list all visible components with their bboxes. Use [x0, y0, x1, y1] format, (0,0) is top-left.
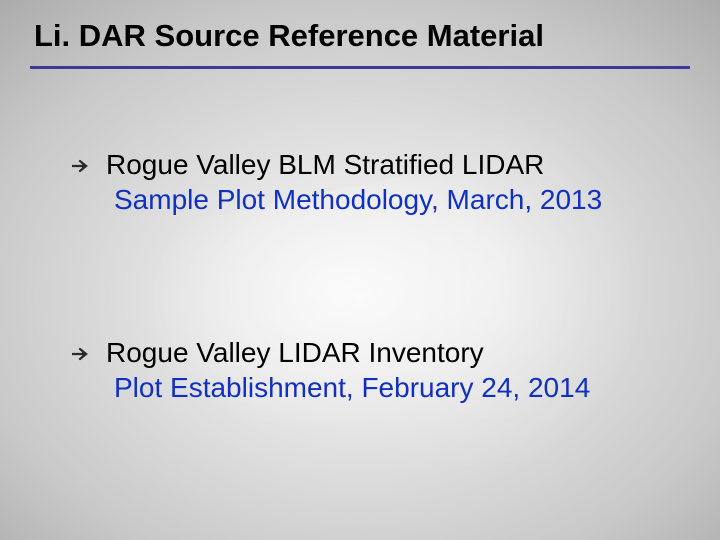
arrow-bullet-icon — [72, 347, 90, 366]
slide-body: Rogue Valley BLM Stratified LIDAR Sample… — [30, 69, 690, 405]
list-item-line2: Plot Establishment, February 24, 2014 — [106, 370, 590, 405]
slide-title: Li. DAR Source Reference Material — [30, 18, 690, 64]
arrow-bullet-icon — [72, 159, 90, 178]
list-item-text: Rogue Valley BLM Stratified LIDAR Sample… — [106, 147, 602, 217]
list-item-text: Rogue Valley LIDAR Inventory Plot Establ… — [106, 335, 590, 405]
list-item: Rogue Valley BLM Stratified LIDAR Sample… — [72, 147, 660, 217]
slide-container: Li. DAR Source Reference Material Rogue … — [0, 0, 720, 540]
list-item-line1: Rogue Valley BLM Stratified LIDAR — [106, 147, 602, 182]
list-item: Rogue Valley LIDAR Inventory Plot Establ… — [72, 335, 660, 405]
list-item-line2: Sample Plot Methodology, March, 2013 — [106, 182, 602, 217]
list-item-line1: Rogue Valley LIDAR Inventory — [106, 335, 590, 370]
